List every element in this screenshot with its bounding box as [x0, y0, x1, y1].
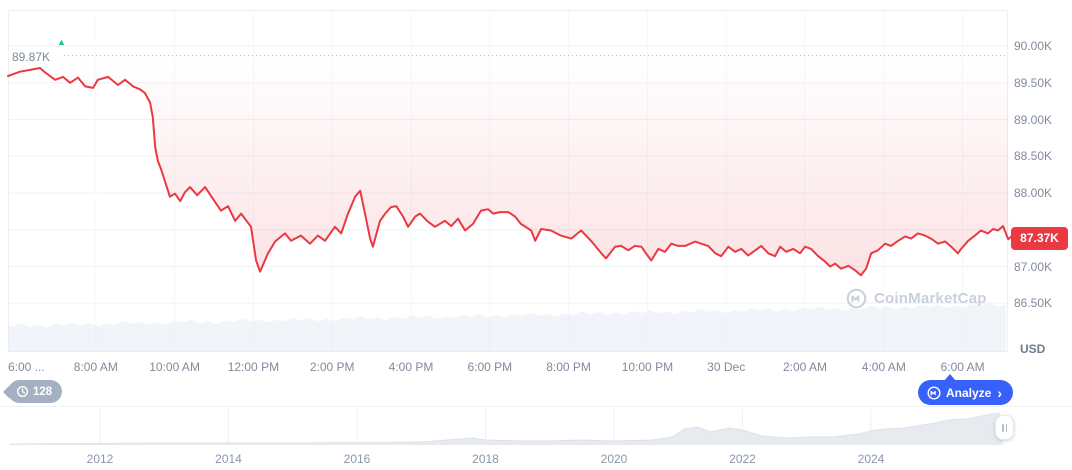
x-axis-label: 10:00 AM [149, 360, 200, 374]
y-axis-label: 86.50K [1014, 296, 1053, 311]
y-axis-label: 90.00K [1014, 39, 1053, 53]
history-count: 128 [33, 385, 53, 398]
timeline-drag-handle[interactable] [995, 415, 1014, 440]
chevron-right-icon: › [997, 384, 1003, 401]
x-axis-label: 4:00 PM [388, 360, 434, 374]
timeline-year-label: 2022 [729, 452, 756, 466]
history-count-badge[interactable]: 128 [8, 380, 63, 403]
y-axis-label: 87.00K [1014, 259, 1053, 274]
coinmarketcap-logo-icon [846, 288, 867, 309]
x-axis-label: 12:00 PM [227, 360, 280, 374]
x-axis-label: 8:00 AM [73, 360, 118, 374]
timeline-year-label: 2014 [215, 452, 242, 466]
y-axis-label: 88.00K [1014, 186, 1053, 200]
analyze-label: Analyze [946, 385, 992, 400]
x-axis-label: 2:00 PM [309, 360, 355, 374]
x-axis-label: 2:00 AM [782, 360, 828, 374]
x-axis-label: 6:00 PM [467, 360, 513, 374]
high-up-triangle-icon: ▲ [57, 37, 66, 47]
y-axis-label: 89.50K [1014, 75, 1053, 90]
currency-unit-label: USD [1020, 342, 1046, 356]
y-axis-label: 88.50K [1014, 149, 1053, 164]
y-axis-label: 89.00K [1014, 112, 1053, 127]
timeline-year-label: 2012 [86, 452, 114, 466]
current-price-badge: 87.37K [1011, 227, 1068, 250]
panel-divider [0, 406, 1072, 407]
history-clock-icon [16, 385, 29, 398]
x-axis-label: 8:00 PM [546, 360, 591, 374]
analyze-button[interactable]: Analyze › [918, 374, 1014, 405]
timeline-scrubber[interactable] [8, 408, 1003, 448]
coinmarketcap-logo-icon [927, 385, 941, 400]
x-axis-label: 6:00 AM [940, 360, 985, 374]
watermark-text: CoinMarketCap [874, 290, 987, 307]
x-axis-label: 10:00 PM [621, 360, 674, 374]
watermark: CoinMarketCap [846, 288, 987, 309]
x-axis-label: 6:00 ... [8, 360, 45, 374]
high-price-label: 89.87K [12, 50, 51, 64]
x-axis-label: 4:00 AM [861, 360, 906, 374]
timeline-year-label: 2024 [857, 452, 885, 466]
timeline-year-label: 2016 [343, 452, 371, 466]
x-axis-label: 30 Dec [707, 360, 746, 374]
timeline-year-label: 2018 [472, 452, 499, 466]
timeline-year-label: 2020 [600, 452, 628, 466]
